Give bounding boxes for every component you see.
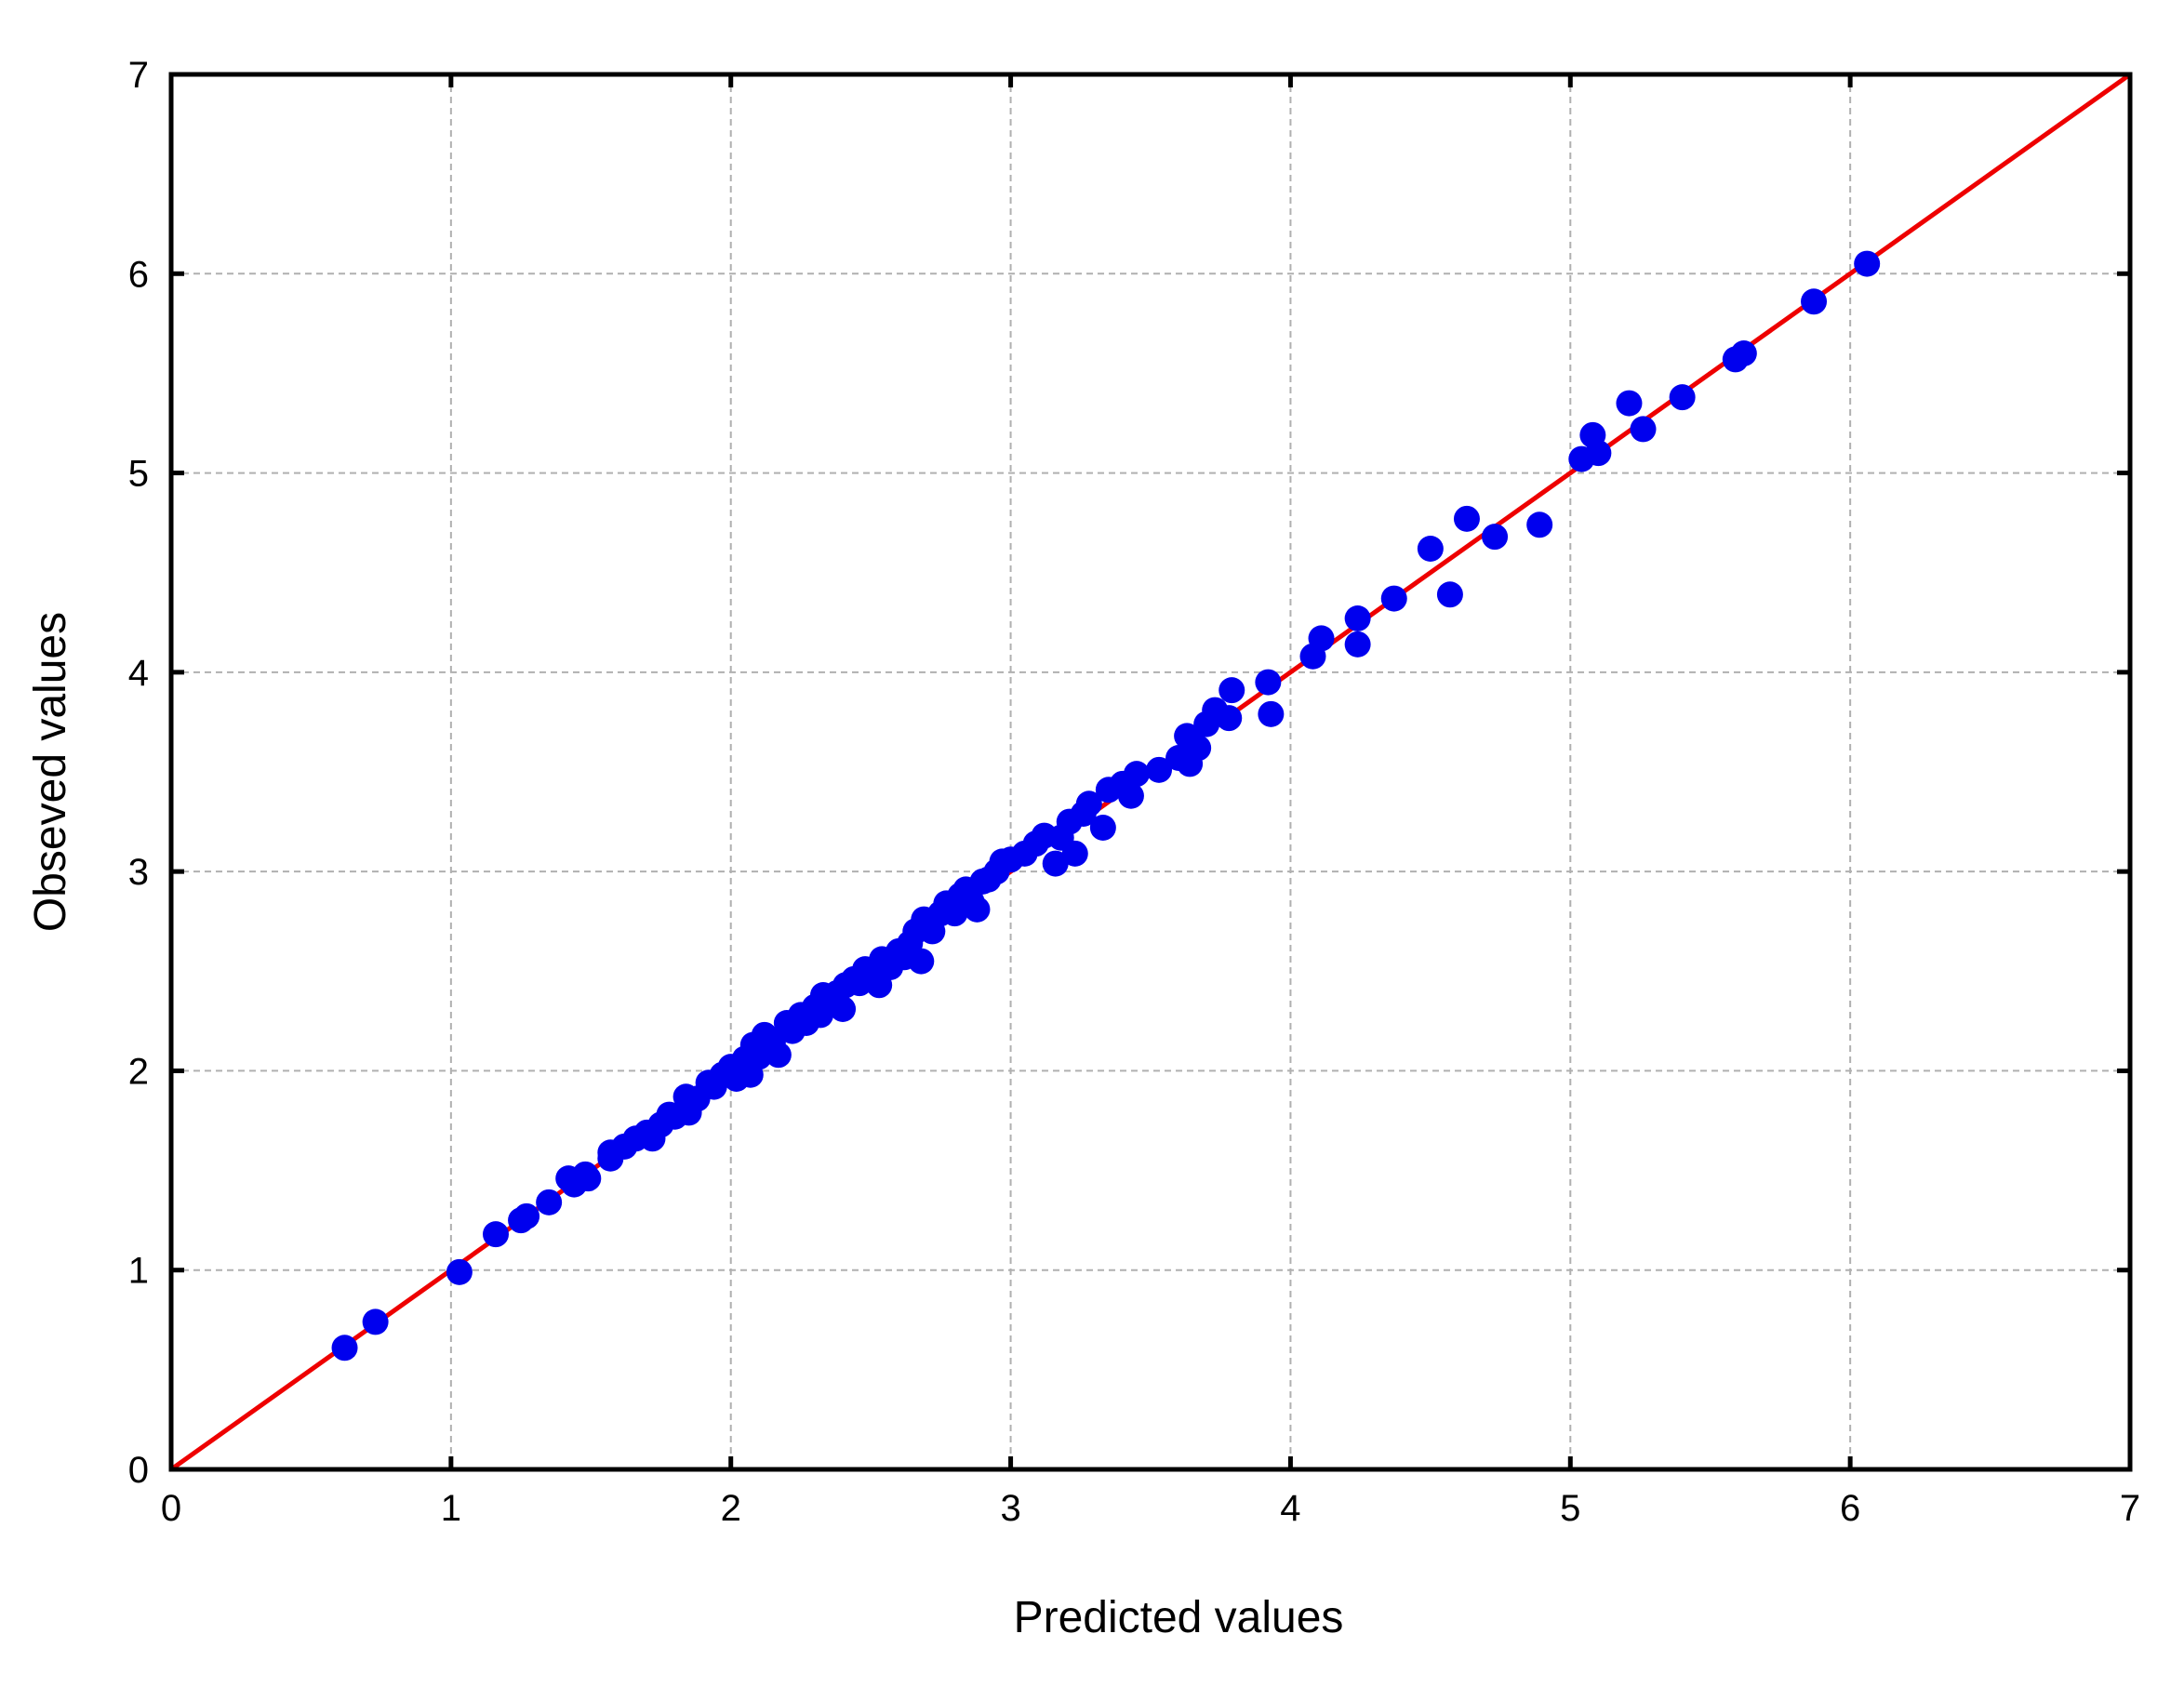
data-point: [1123, 761, 1150, 788]
data-point: [1258, 700, 1285, 727]
data-point: [331, 1335, 358, 1362]
x-tick-label: 7: [2120, 1488, 2140, 1529]
data-point: [1042, 850, 1069, 877]
x-tick-label: 1: [441, 1488, 461, 1529]
y-tick-label: 5: [128, 454, 149, 495]
data-point: [1255, 669, 1282, 696]
y-tick-label: 0: [128, 1450, 149, 1491]
data-point: [536, 1189, 563, 1215]
data-point: [1075, 790, 1102, 817]
data-point: [1669, 384, 1696, 411]
x-tick-label: 2: [721, 1488, 741, 1529]
x-tick-label: 6: [1840, 1488, 1860, 1529]
data-point: [1417, 536, 1444, 562]
data-point: [1219, 677, 1245, 704]
data-point: [1185, 735, 1212, 762]
data-point: [1061, 840, 1088, 867]
data-point: [908, 948, 935, 975]
y-tick-label: 3: [128, 852, 149, 893]
x-tick-label: 5: [1560, 1488, 1580, 1529]
x-tick-label: 4: [1280, 1488, 1300, 1529]
plot-frame: [168, 72, 2133, 1472]
data-point: [513, 1202, 540, 1229]
y-tick-label: 4: [128, 653, 149, 694]
data-point: [1436, 581, 1463, 608]
data-point: [482, 1221, 509, 1248]
data-point: [1854, 250, 1881, 277]
axis-ticks: [168, 72, 2133, 1472]
data-point: [1117, 782, 1144, 809]
y-tick-label: 7: [128, 55, 149, 96]
data-point: [1526, 511, 1553, 538]
y-tick-label: 2: [128, 1051, 149, 1092]
data-point: [1482, 524, 1509, 551]
data-point: [1089, 815, 1116, 841]
x-tick-label: 3: [1000, 1488, 1020, 1529]
data-point: [362, 1308, 389, 1335]
x-axis-title: Predicted values: [1014, 1593, 1344, 1642]
x-tick-label: 0: [161, 1488, 181, 1529]
grid-lines: [171, 74, 2130, 1469]
data-point: [1801, 288, 1828, 315]
data-points: [331, 250, 1881, 1362]
y-axis-title: Obseved values: [26, 612, 75, 932]
data-point: [1380, 585, 1407, 612]
y-tick-label: 1: [128, 1251, 149, 1292]
data-point: [1344, 605, 1371, 631]
tick-labels: 0 1 2 3 4 5 6 7 0 1 2 3 4 5 6 7: [128, 55, 2140, 1529]
data-point: [575, 1165, 602, 1192]
data-point: [765, 1042, 792, 1069]
data-point: [1308, 625, 1335, 652]
data-point: [1453, 505, 1480, 532]
data-point: [1344, 631, 1371, 658]
data-point: [1630, 416, 1657, 443]
data-point: [1216, 705, 1243, 732]
data-point: [830, 996, 857, 1022]
data-point: [964, 896, 991, 923]
data-point: [446, 1258, 473, 1285]
data-point: [1146, 756, 1173, 783]
y-tick-label: 6: [128, 254, 149, 295]
data-point: [1616, 390, 1643, 417]
data-point: [1730, 340, 1757, 366]
data-point: [1585, 440, 1612, 467]
